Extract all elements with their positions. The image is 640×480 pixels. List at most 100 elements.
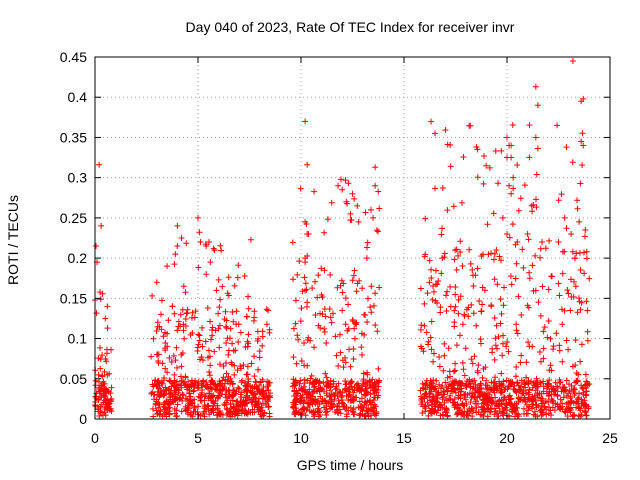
axis-ticks: 0 0.05 0.1 0.15 0.2 0.25 0.3 0.35 0.4 0.45 0 5 10 15 2… [60,49,618,446]
data-point [319,294,326,301]
data-point [311,278,318,285]
data-point [170,399,177,406]
data-point [476,382,483,389]
data-point [292,391,299,398]
data-point [195,264,202,271]
data-point [290,325,297,332]
y-tick-label: 0.3 [68,170,88,186]
data-point [92,382,99,389]
data-point [239,377,246,384]
data-point [229,340,236,347]
data-point [266,413,273,420]
data-point [504,230,510,237]
data-point [159,360,166,367]
data-point [335,363,342,370]
data-point [184,404,191,411]
data-point [443,292,450,299]
data-point [225,387,232,394]
data-point [453,342,460,349]
data-point [452,291,459,298]
data-point [559,321,566,328]
data-point [367,399,374,406]
data-point [562,409,569,416]
data-point [581,233,588,240]
data-point [426,279,433,286]
data-point [238,379,245,386]
data-point [436,402,443,408]
data-point [359,285,366,292]
data-point [461,394,468,401]
data-point [500,394,507,401]
data-point [263,387,270,394]
data-point [97,356,104,363]
data-point [292,297,299,304]
data-point [561,214,568,221]
data-point [323,406,330,413]
data-point [445,383,452,390]
data-point [322,370,329,377]
data-point [461,411,468,418]
data-point [426,257,433,264]
data-point [496,253,503,260]
data-point [480,365,487,372]
data-point [469,393,476,400]
data-point [243,313,250,320]
data-point [92,393,99,400]
data-point [230,347,237,354]
data-point [469,272,476,279]
data-point [321,329,328,336]
data-point [574,197,581,204]
data-point [454,411,461,418]
data-point [451,256,458,263]
data-point [548,273,555,280]
data-point [483,377,490,384]
data-point [256,348,263,355]
data-point [343,198,350,205]
data-point [340,280,347,287]
data-point [487,398,494,405]
data-point [309,285,316,292]
data-point [556,405,563,412]
data-point [182,373,189,380]
data-point [492,342,499,349]
data-point [155,392,162,399]
data-point [563,377,570,384]
data-point [177,311,184,318]
data-point [364,295,371,302]
data-point [187,411,194,418]
data-point [438,270,445,277]
data-point [468,356,475,363]
data-point [178,363,185,370]
data-point [303,406,310,413]
data-point [244,411,251,418]
data-point [525,381,532,388]
data-point [161,399,168,406]
data-point [327,403,334,410]
data-point [301,380,308,387]
data-point [466,378,473,385]
data-point [435,277,442,284]
data-point [334,409,341,416]
data-point [149,405,156,412]
data-point [577,266,584,273]
data-point [104,371,111,378]
data-point [525,339,532,346]
data-point [350,389,357,396]
data-point [266,392,273,399]
data-point [446,381,453,388]
data-point [471,393,478,400]
data-point [444,288,451,295]
data-point [575,371,582,378]
data-point [515,413,522,420]
data-point [362,209,369,216]
data-point [247,236,254,243]
data-point [510,185,517,192]
data-point [457,248,464,255]
data-point [334,403,341,410]
data-point [102,412,109,419]
data-point [440,388,447,395]
data-point [431,350,438,357]
data-point [368,206,375,213]
data-point [358,395,365,402]
x-tick-label: 5 [194,430,202,446]
